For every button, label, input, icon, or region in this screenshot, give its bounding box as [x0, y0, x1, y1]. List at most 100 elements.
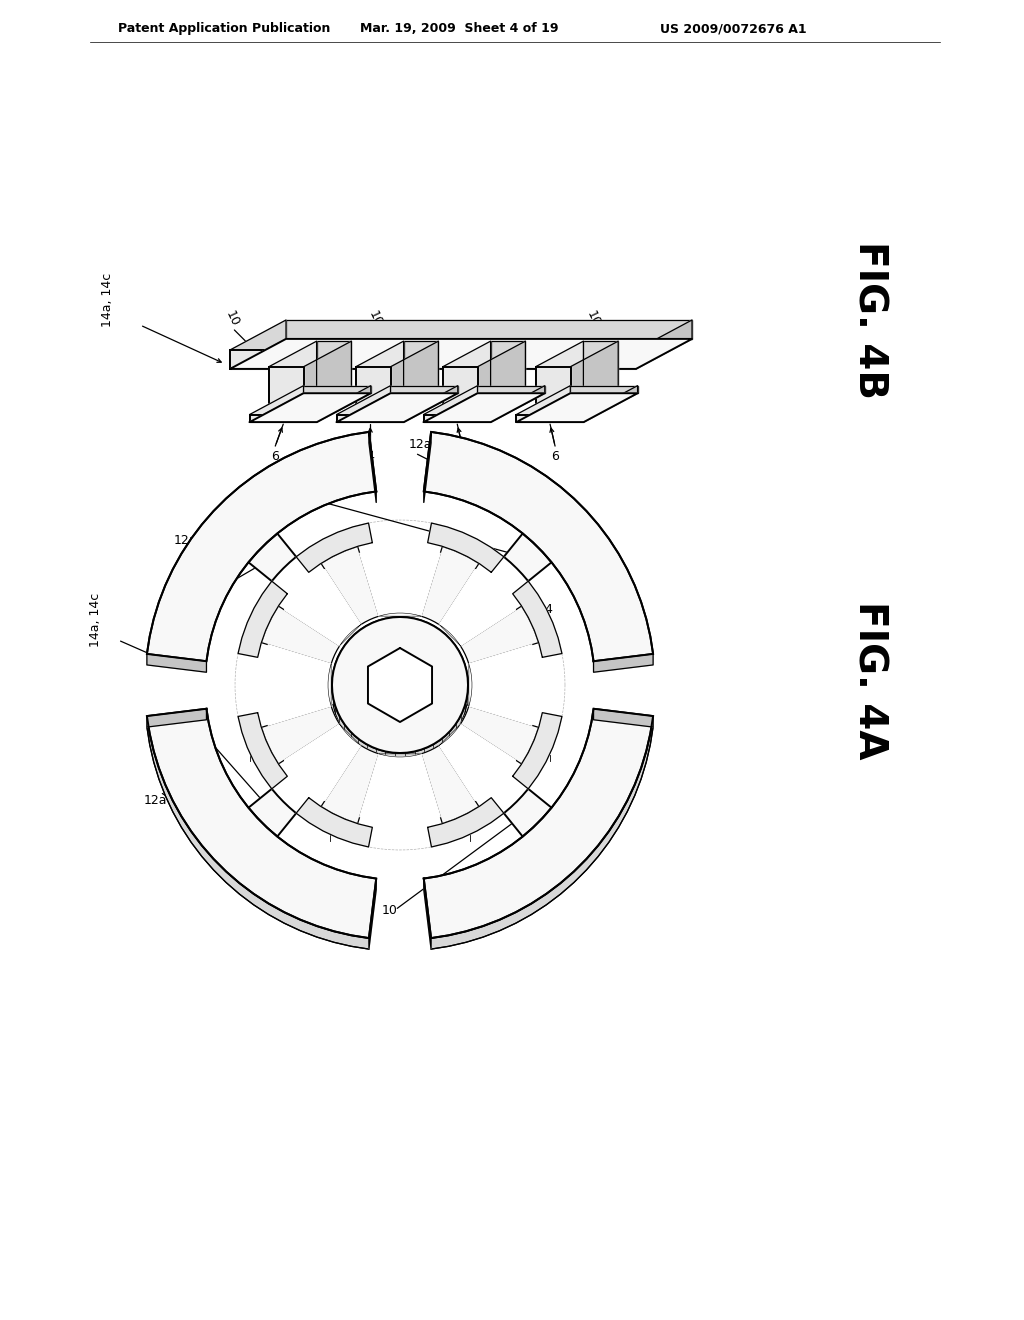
Text: 12a: 12a [143, 793, 167, 807]
Text: 10: 10 [584, 309, 602, 329]
Text: 12a: 12a [449, 928, 472, 941]
Polygon shape [285, 569, 360, 645]
Text: 14a, 14c: 14a, 14c [88, 593, 101, 647]
Polygon shape [269, 341, 316, 413]
Text: 10: 10 [302, 494, 317, 507]
Polygon shape [424, 432, 653, 661]
Polygon shape [439, 569, 515, 645]
Text: Patent Application Publication: Patent Application Publication [118, 22, 331, 36]
Polygon shape [391, 341, 438, 413]
Polygon shape [238, 713, 288, 789]
Polygon shape [570, 341, 618, 413]
Polygon shape [238, 581, 288, 657]
Polygon shape [636, 319, 692, 368]
Polygon shape [490, 341, 525, 387]
Polygon shape [536, 341, 584, 413]
Polygon shape [146, 653, 207, 672]
Polygon shape [424, 432, 431, 503]
Polygon shape [359, 548, 440, 616]
Polygon shape [443, 387, 525, 413]
Polygon shape [368, 648, 432, 722]
Polygon shape [369, 432, 376, 503]
Polygon shape [570, 385, 638, 393]
Polygon shape [594, 709, 653, 727]
Polygon shape [584, 341, 618, 387]
Text: FIG. 4B: FIG. 4B [851, 242, 889, 399]
Polygon shape [261, 606, 340, 664]
Polygon shape [146, 432, 376, 661]
Polygon shape [428, 797, 504, 847]
Polygon shape [504, 789, 552, 837]
Polygon shape [584, 385, 638, 422]
Polygon shape [249, 789, 296, 837]
Polygon shape [332, 616, 468, 752]
Polygon shape [522, 808, 552, 846]
Text: 10: 10 [223, 309, 242, 329]
Polygon shape [516, 393, 638, 422]
Text: 6: 6 [268, 733, 275, 746]
Polygon shape [516, 414, 584, 422]
Text: 10: 10 [366, 309, 384, 329]
Polygon shape [369, 879, 376, 949]
Polygon shape [504, 533, 552, 581]
Text: 10: 10 [382, 903, 398, 916]
Polygon shape [296, 523, 373, 573]
Polygon shape [262, 644, 331, 725]
Polygon shape [424, 385, 477, 422]
Polygon shape [536, 387, 618, 413]
Polygon shape [337, 414, 403, 422]
Polygon shape [269, 387, 351, 413]
Polygon shape [146, 715, 369, 949]
Polygon shape [443, 367, 478, 413]
Polygon shape [250, 393, 371, 422]
Text: 6: 6 [271, 450, 280, 462]
Polygon shape [249, 808, 278, 846]
Polygon shape [516, 385, 570, 422]
Text: Mar. 19, 2009  Sheet 4 of 19: Mar. 19, 2009 Sheet 4 of 19 [360, 22, 558, 36]
Polygon shape [390, 385, 458, 393]
Polygon shape [337, 393, 458, 422]
Polygon shape [513, 713, 562, 789]
Polygon shape [403, 341, 438, 387]
Text: 12a: 12a [409, 438, 432, 451]
Polygon shape [356, 367, 391, 413]
Polygon shape [594, 653, 653, 672]
Text: 6: 6 [415, 554, 423, 568]
Text: 14a, 14c: 14a, 14c [101, 273, 115, 327]
Polygon shape [461, 706, 539, 764]
Polygon shape [359, 754, 440, 822]
Text: US 2009/0072676 A1: US 2009/0072676 A1 [660, 22, 807, 36]
Text: 4: 4 [367, 450, 374, 462]
Polygon shape [443, 341, 490, 413]
Polygon shape [286, 319, 692, 339]
Polygon shape [146, 709, 207, 727]
Polygon shape [424, 414, 490, 422]
Polygon shape [322, 746, 379, 824]
Polygon shape [261, 706, 340, 764]
Polygon shape [146, 709, 376, 939]
Text: 10: 10 [187, 723, 203, 737]
Polygon shape [461, 606, 539, 664]
Polygon shape [250, 385, 303, 422]
Polygon shape [490, 385, 545, 422]
Polygon shape [250, 414, 316, 422]
Polygon shape [249, 533, 296, 581]
Polygon shape [285, 725, 360, 800]
Polygon shape [303, 385, 371, 393]
Text: 4: 4 [545, 603, 553, 616]
Text: 12a: 12a [173, 533, 197, 546]
Polygon shape [322, 546, 379, 624]
Polygon shape [333, 697, 467, 760]
Polygon shape [477, 385, 545, 393]
Polygon shape [424, 393, 545, 422]
Polygon shape [403, 385, 458, 422]
Polygon shape [230, 350, 636, 368]
Polygon shape [269, 367, 304, 413]
Polygon shape [513, 581, 562, 657]
Polygon shape [356, 341, 403, 413]
Polygon shape [337, 385, 390, 422]
Polygon shape [424, 879, 431, 949]
Polygon shape [478, 341, 525, 413]
Polygon shape [296, 797, 373, 847]
Polygon shape [424, 709, 653, 939]
